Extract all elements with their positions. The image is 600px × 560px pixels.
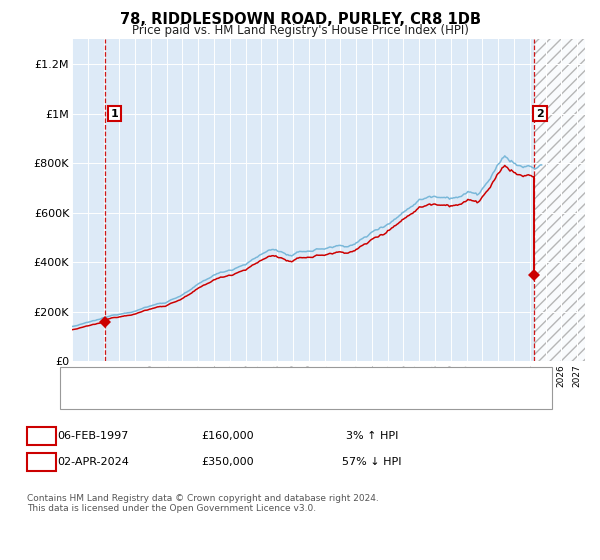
Text: 2: 2 bbox=[38, 457, 45, 467]
Text: Price paid vs. HM Land Registry's House Price Index (HPI): Price paid vs. HM Land Registry's House … bbox=[131, 24, 469, 37]
Text: 1: 1 bbox=[110, 109, 118, 119]
Text: 02-APR-2024: 02-APR-2024 bbox=[57, 457, 129, 467]
Text: 1: 1 bbox=[38, 431, 45, 441]
Text: 78, RIDDLESDOWN ROAD, PURLEY, CR8 1DB: 78, RIDDLESDOWN ROAD, PURLEY, CR8 1DB bbox=[119, 12, 481, 27]
Text: 06-FEB-1997: 06-FEB-1997 bbox=[58, 431, 128, 441]
Text: 78, RIDDLESDOWN ROAD, PURLEY, CR8 1DB (detached house): 78, RIDDLESDOWN ROAD, PURLEY, CR8 1DB (d… bbox=[105, 374, 431, 384]
Text: 2: 2 bbox=[536, 109, 544, 119]
Bar bbox=[533, 39, 585, 361]
Text: £160,000: £160,000 bbox=[202, 431, 254, 441]
Text: £350,000: £350,000 bbox=[202, 457, 254, 467]
Text: 3% ↑ HPI: 3% ↑ HPI bbox=[346, 431, 398, 441]
Text: Contains HM Land Registry data © Crown copyright and database right 2024.
This d: Contains HM Land Registry data © Crown c… bbox=[27, 494, 379, 514]
Text: 57% ↓ HPI: 57% ↓ HPI bbox=[342, 457, 402, 467]
Text: HPI: Average price, detached house, Croydon: HPI: Average price, detached house, Croy… bbox=[105, 392, 341, 402]
